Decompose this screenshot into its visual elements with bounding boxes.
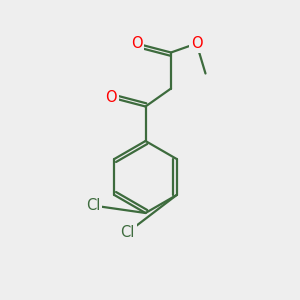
Text: O: O [105, 90, 117, 105]
Text: O: O [191, 36, 202, 51]
Text: Cl: Cl [120, 225, 135, 240]
Text: O: O [131, 36, 142, 51]
Text: Cl: Cl [86, 198, 100, 213]
